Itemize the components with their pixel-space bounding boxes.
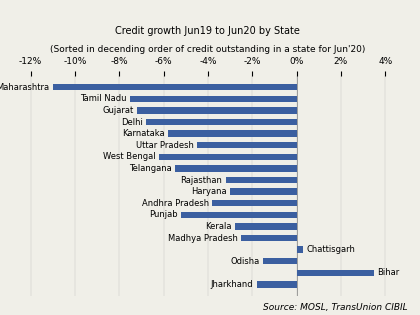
Bar	[297, 270, 374, 276]
Text: Credit growth Jun19 to Jun20 by State: Credit growth Jun19 to Jun20 by State	[116, 26, 300, 36]
Bar	[297, 246, 303, 253]
Text: Karnataka: Karnataka	[122, 129, 165, 138]
Bar	[197, 142, 297, 148]
Text: Haryana: Haryana	[191, 187, 227, 196]
Bar	[230, 188, 297, 195]
Text: Madhya Pradesh: Madhya Pradesh	[168, 234, 238, 243]
Text: Andhra Pradesh: Andhra Pradesh	[142, 199, 209, 208]
Bar	[130, 96, 297, 102]
Bar	[168, 130, 297, 137]
Text: Chattisgarh: Chattisgarh	[307, 245, 355, 254]
Text: Rajasthan: Rajasthan	[181, 175, 222, 185]
Text: Tamil Nadu: Tamil Nadu	[81, 94, 127, 103]
Bar	[159, 154, 297, 160]
Text: (Sorted in decending order of credit outstanding in a state for Jun'20): (Sorted in decending order of credit out…	[50, 44, 365, 54]
Bar	[181, 212, 297, 218]
Text: Gujarat: Gujarat	[102, 106, 134, 115]
Bar	[257, 281, 297, 288]
Text: Odisha: Odisha	[231, 257, 260, 266]
Text: Punjab: Punjab	[150, 210, 178, 219]
Text: Delhi: Delhi	[121, 117, 142, 127]
Bar	[53, 84, 297, 90]
Bar	[137, 107, 297, 114]
Text: Bihar: Bihar	[378, 268, 400, 278]
Text: Telangana: Telangana	[129, 164, 171, 173]
Bar	[241, 235, 297, 241]
Bar	[213, 200, 297, 206]
Bar	[175, 165, 297, 172]
Bar	[146, 119, 297, 125]
Bar	[263, 258, 297, 265]
Text: Jharkhand: Jharkhand	[211, 280, 253, 289]
Text: West Bengal: West Bengal	[103, 152, 156, 161]
Text: Maharashtra: Maharashtra	[0, 83, 50, 92]
Bar	[234, 223, 297, 230]
Text: Uttar Pradesh: Uttar Pradesh	[136, 141, 194, 150]
Text: Source: MOSL, TransUnion CIBIL: Source: MOSL, TransUnion CIBIL	[263, 303, 407, 312]
Text: Kerala: Kerala	[205, 222, 231, 231]
Bar	[226, 177, 297, 183]
